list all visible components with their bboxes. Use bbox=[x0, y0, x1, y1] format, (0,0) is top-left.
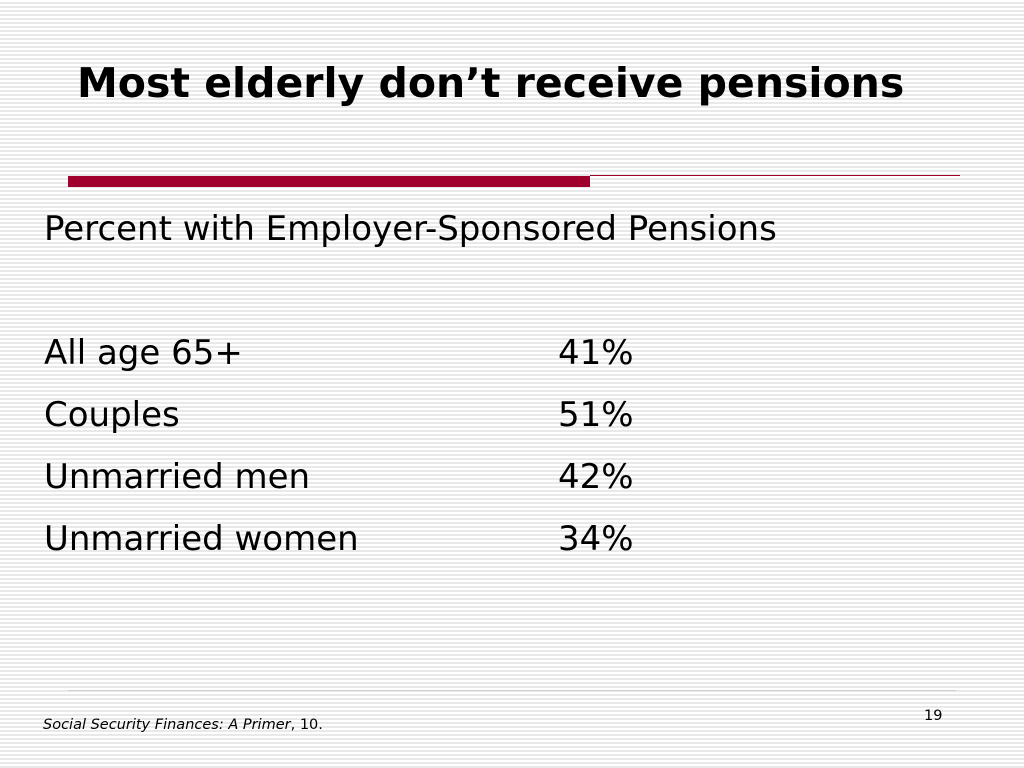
source-footnote: Social Security Finances: A Primer, 10. bbox=[43, 715, 323, 735]
row-label: All age 65+ bbox=[44, 333, 243, 373]
table-row: All age 65+ 41% bbox=[44, 330, 744, 392]
pension-table: All age 65+ 41% Couples 51% Unmarried me… bbox=[44, 330, 744, 578]
footer-divider bbox=[68, 690, 956, 691]
table-heading: Percent with Employer-Sponsored Pensions bbox=[44, 209, 777, 249]
slide-title: Most elderly don’t receive pensions bbox=[77, 59, 905, 107]
row-label: Unmarried men bbox=[44, 457, 311, 497]
row-label: Couples bbox=[44, 395, 180, 435]
row-value: 41% bbox=[558, 333, 634, 373]
row-label: Unmarried women bbox=[44, 519, 359, 559]
source-title: Social Security Finances: A Primer bbox=[43, 717, 291, 733]
table-row: Unmarried men 42% bbox=[44, 454, 744, 516]
source-page: , 10. bbox=[290, 717, 323, 733]
row-value: 34% bbox=[558, 519, 634, 559]
table-row: Unmarried women 34% bbox=[44, 516, 744, 578]
title-accent-line bbox=[590, 175, 960, 176]
table-row: Couples 51% bbox=[44, 392, 744, 454]
title-accent-bar bbox=[68, 176, 590, 187]
row-value: 42% bbox=[558, 457, 634, 497]
page-number: 19 bbox=[924, 708, 943, 724]
row-value: 51% bbox=[558, 395, 634, 435]
